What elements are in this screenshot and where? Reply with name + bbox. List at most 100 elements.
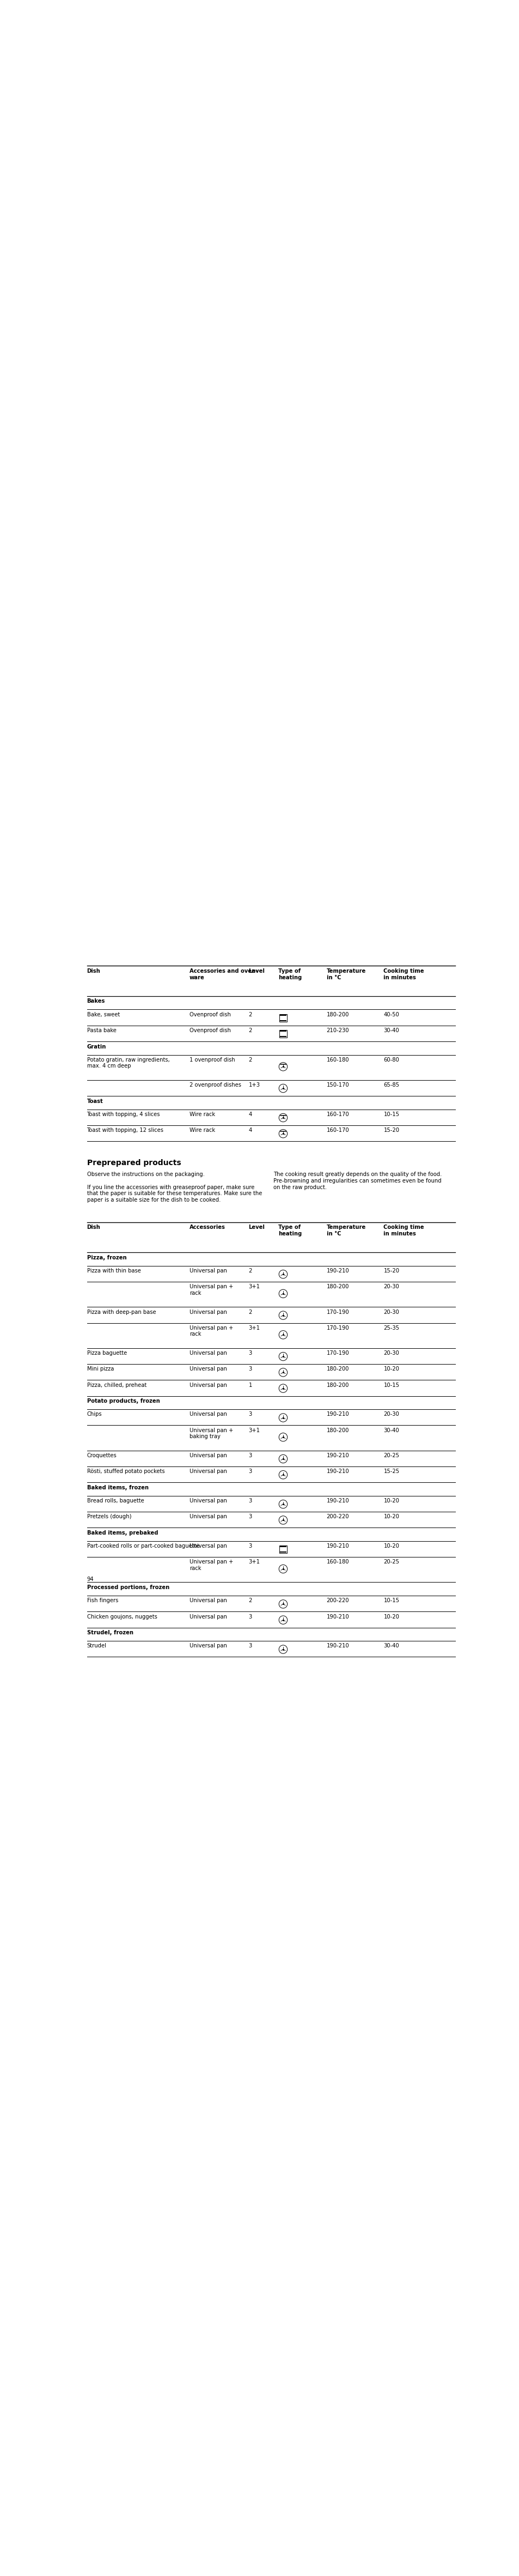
Text: Universal pan: Universal pan: [189, 1453, 227, 1458]
Text: Accessories and oven-
ware: Accessories and oven- ware: [189, 969, 257, 979]
Text: 1: 1: [248, 1383, 252, 1388]
Text: 2: 2: [248, 1267, 252, 1273]
Text: 4: 4: [248, 1128, 252, 1133]
Text: 2: 2: [248, 1597, 252, 1602]
Text: Universal pan: Universal pan: [189, 1412, 227, 1417]
Text: Preprepared products: Preprepared products: [87, 1159, 181, 1167]
Text: 200-220: 200-220: [326, 1515, 349, 1520]
Text: Mini pizza: Mini pizza: [87, 1365, 114, 1373]
Text: Type of
heating: Type of heating: [278, 969, 302, 979]
Text: Wire rack: Wire rack: [189, 1128, 215, 1133]
Text: 30-40: 30-40: [383, 1643, 399, 1649]
Text: 10-20: 10-20: [383, 1365, 399, 1373]
Text: 170-190: 170-190: [326, 1309, 349, 1314]
Text: Fish fingers: Fish fingers: [87, 1597, 118, 1602]
Bar: [279, 1015, 286, 1023]
Text: Pizza baguette: Pizza baguette: [87, 1350, 127, 1355]
Text: 3: 3: [248, 1543, 252, 1548]
Text: 160-170: 160-170: [326, 1128, 349, 1133]
Text: 3+1: 3+1: [248, 1283, 260, 1291]
Text: Universal pan: Universal pan: [189, 1468, 227, 1473]
Text: 190-210: 190-210: [326, 1543, 349, 1548]
Text: 150-170: 150-170: [326, 1082, 349, 1087]
Text: 180-200: 180-200: [326, 1283, 349, 1291]
Text: 1 ovenproof dish: 1 ovenproof dish: [189, 1056, 235, 1061]
Text: Universal pan +
rack: Universal pan + rack: [189, 1558, 233, 1571]
Text: Universal pan: Universal pan: [189, 1309, 227, 1314]
Text: 190-210: 190-210: [326, 1453, 349, 1458]
Text: Universal pan +
baking tray: Universal pan + baking tray: [189, 1427, 233, 1440]
Text: 170-190: 170-190: [326, 1324, 349, 1332]
Text: Potato gratin, raw ingredients,
max. 4 cm deep: Potato gratin, raw ingredients, max. 4 c…: [87, 1056, 169, 1069]
Text: 3: 3: [248, 1365, 252, 1373]
Text: 190-210: 190-210: [326, 1615, 349, 1620]
Text: 30-40: 30-40: [383, 1427, 399, 1432]
Text: Pizza with thin base: Pizza with thin base: [87, 1267, 141, 1273]
Text: 180-200: 180-200: [326, 1012, 349, 1018]
Text: 10-15: 10-15: [383, 1383, 399, 1388]
Text: 3: 3: [248, 1350, 252, 1355]
Text: 2 ovenproof dishes: 2 ovenproof dishes: [189, 1082, 241, 1087]
Text: 60-80: 60-80: [383, 1056, 399, 1061]
Text: Level: Level: [248, 969, 265, 974]
Text: 180-200: 180-200: [326, 1383, 349, 1388]
Text: Level: Level: [248, 1224, 265, 1231]
Text: Universal pan: Universal pan: [189, 1615, 227, 1620]
Text: Universal pan: Universal pan: [189, 1365, 227, 1373]
Text: 10-20: 10-20: [383, 1543, 399, 1548]
Text: 170-190: 170-190: [326, 1350, 349, 1355]
Bar: [279, 1030, 286, 1038]
Text: Observe the instructions on the packaging.

If you line the accessories with gre: Observe the instructions on the packagin…: [87, 1172, 262, 1203]
Text: Baked items, frozen: Baked items, frozen: [87, 1484, 148, 1492]
Text: Dish: Dish: [87, 1224, 100, 1231]
Text: Universal pan: Universal pan: [189, 1383, 227, 1388]
Text: Universal pan: Universal pan: [189, 1643, 227, 1649]
Text: Universal pan +
rack: Universal pan + rack: [189, 1324, 233, 1337]
Text: Cooking time
in minutes: Cooking time in minutes: [383, 1224, 424, 1236]
Text: 15-25: 15-25: [383, 1468, 399, 1473]
Text: 15-20: 15-20: [383, 1267, 399, 1273]
Text: Pizza, chilled, preheat: Pizza, chilled, preheat: [87, 1383, 146, 1388]
Text: 180-200: 180-200: [326, 1427, 349, 1432]
Text: Temperature
in °C: Temperature in °C: [326, 1224, 365, 1236]
Text: Toast with topping, 12 slices: Toast with topping, 12 slices: [87, 1128, 163, 1133]
Text: 2: 2: [248, 1309, 252, 1314]
Text: 3+1: 3+1: [248, 1427, 260, 1432]
Text: Rösti, stuffed potato pockets: Rösti, stuffed potato pockets: [87, 1468, 165, 1473]
Text: 4: 4: [248, 1113, 252, 1118]
Text: 160-180: 160-180: [326, 1056, 349, 1061]
Text: Dish: Dish: [87, 969, 100, 974]
Text: Toast with topping, 4 slices: Toast with topping, 4 slices: [87, 1113, 160, 1118]
Text: Pasta bake: Pasta bake: [87, 1028, 116, 1033]
Text: Ovenproof dish: Ovenproof dish: [189, 1012, 230, 1018]
Text: 20-30: 20-30: [383, 1283, 399, 1291]
Text: Universal pan +
rack: Universal pan + rack: [189, 1283, 233, 1296]
Text: 3+1: 3+1: [248, 1324, 260, 1332]
Text: 2: 2: [248, 1028, 252, 1033]
Text: Universal pan: Universal pan: [189, 1350, 227, 1355]
Text: 190-210: 190-210: [326, 1643, 349, 1649]
Text: Potato products, frozen: Potato products, frozen: [87, 1399, 159, 1404]
Text: 10-20: 10-20: [383, 1615, 399, 1620]
Text: Universal pan: Universal pan: [189, 1499, 227, 1504]
Text: 160-170: 160-170: [326, 1113, 349, 1118]
Text: Pretzels (dough): Pretzels (dough): [87, 1515, 131, 1520]
Text: Ovenproof dish: Ovenproof dish: [189, 1028, 230, 1033]
Text: 3: 3: [248, 1499, 252, 1504]
Text: 94: 94: [87, 1577, 93, 1582]
Text: Universal pan: Universal pan: [189, 1543, 227, 1548]
Text: 20-30: 20-30: [383, 1412, 399, 1417]
Text: Bakes: Bakes: [87, 999, 105, 1005]
Text: The cooking result greatly depends on the quality of the food.
Pre-browning and : The cooking result greatly depends on th…: [273, 1172, 441, 1190]
Text: 190-210: 190-210: [326, 1468, 349, 1473]
Text: Chips: Chips: [87, 1412, 102, 1417]
Text: Croquettes: Croquettes: [87, 1453, 117, 1458]
Text: 190-210: 190-210: [326, 1499, 349, 1504]
Text: 3: 3: [248, 1468, 252, 1473]
Text: 30-40: 30-40: [383, 1028, 399, 1033]
Bar: [279, 1546, 286, 1553]
Text: 20-30: 20-30: [383, 1309, 399, 1314]
Text: 3+1: 3+1: [248, 1558, 260, 1564]
Text: Universal pan: Universal pan: [189, 1515, 227, 1520]
Text: 20-25: 20-25: [383, 1558, 399, 1564]
